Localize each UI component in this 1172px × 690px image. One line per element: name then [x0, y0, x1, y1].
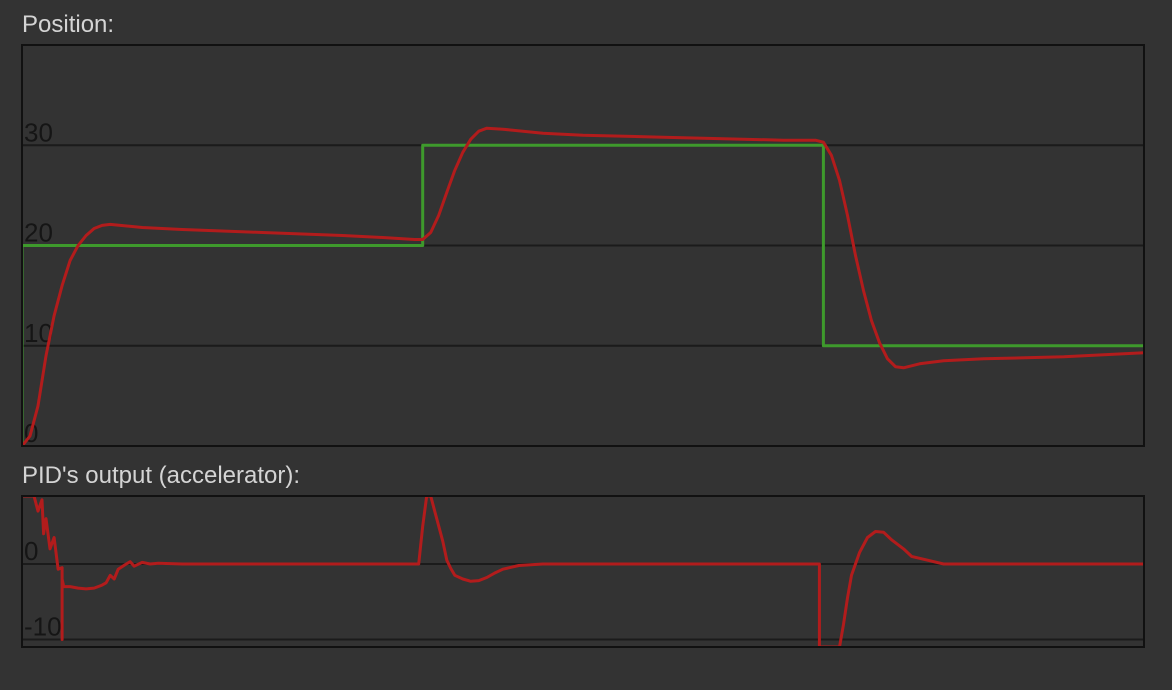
- plot-frame-1: [21, 495, 1145, 648]
- y-tick-label-0-3: 30: [24, 117, 53, 147]
- series-line-0-1: [22, 126, 1144, 446]
- plot-frame-0: [21, 44, 1145, 447]
- y-tick-label-1-0: 0: [24, 536, 38, 566]
- y-tick-label-0-2: 20: [24, 218, 53, 248]
- position-chart-title: Position:: [22, 11, 115, 38]
- series-line-1-0: [22, 496, 1144, 647]
- y-tick-label-1-1: -10: [24, 611, 62, 641]
- series-line-0-0: [22, 143, 1144, 446]
- pid-output-chart-title: PID's output (accelerator):: [22, 462, 301, 489]
- pid-output-chart: 0 -10: [21, 495, 1145, 648]
